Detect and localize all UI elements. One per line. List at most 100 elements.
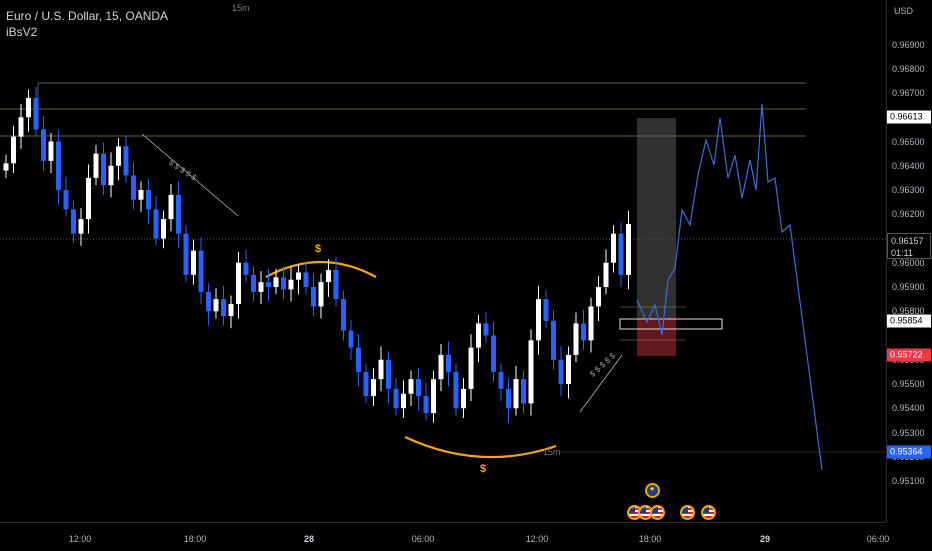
bullish-candle [626, 223, 631, 275]
bearish-candle [341, 299, 346, 331]
stop-zone [637, 318, 676, 356]
bullish-candle [371, 379, 376, 397]
price-tick-label: 0.96900 [892, 39, 925, 50]
bullish-candle [3, 163, 9, 171]
bullish-candle [258, 282, 264, 292]
bullish-candle [513, 379, 519, 409]
bearish-candle [393, 388, 399, 409]
bearish-candle [71, 209, 76, 234]
time-tick-label: 06:00 [411, 534, 435, 544]
bullish-candle [536, 299, 541, 341]
bearish-candle [153, 209, 159, 239]
bullish-candle [228, 303, 234, 317]
bullish-candle [288, 279, 294, 290]
price-tick-label: 0.96700 [892, 88, 925, 98]
last-price-badge: 0.96157 01:11 [887, 233, 931, 259]
bullish-candle [408, 379, 414, 394]
bullish-candle [86, 177, 91, 220]
bearish-candle [41, 129, 46, 161]
bearish-candle [281, 277, 286, 290]
bearish-candle [333, 270, 339, 300]
upper-level-badge: 0.96613 [887, 110, 931, 124]
dollar-marker-bottom: $ [480, 463, 487, 475]
indicator-name[interactable]: iBsV2 [6, 25, 38, 39]
last-price-value: 0.96157 [891, 236, 924, 246]
time-tick-label: 18:00 [183, 534, 207, 544]
bearish-candle [386, 359, 391, 389]
bearish-candle [498, 371, 504, 389]
trendline [579, 354, 623, 413]
price-tick-label: 0.96300 [892, 185, 925, 195]
trendline [141, 133, 239, 217]
bearish-candle [618, 233, 624, 275]
bullish-candle [116, 146, 121, 166]
bearish-candle [131, 175, 136, 200]
bullish-candle [18, 117, 24, 137]
price-tick-label: 0.95900 [892, 282, 925, 292]
bullish-candle [611, 233, 616, 263]
bullish-candle [318, 282, 324, 307]
timeframe-label-top: 15m [232, 3, 250, 13]
price-tick-label: 0.96000 [892, 257, 925, 268]
bearish-candle [506, 388, 511, 409]
price-chart[interactable] [0, 0, 886, 522]
bearish-candle [266, 282, 271, 287]
bullish-candle [603, 262, 609, 287]
dollar-marker-top: $ [315, 243, 322, 255]
bullish-candle [296, 272, 301, 280]
bullish-candle [476, 323, 481, 348]
bullish-candle [588, 306, 594, 341]
bullish-candle [26, 97, 31, 118]
us-flag-icon[interactable] [680, 505, 695, 520]
entry-level-badge: 0.95854 [887, 314, 931, 328]
bearish-candle [453, 371, 459, 409]
bullish-candle [596, 287, 601, 307]
bearish-candle [416, 379, 421, 397]
bearish-candle [243, 262, 249, 275]
bullish-candle [461, 388, 466, 409]
price-tick-label: 0.95300 [892, 427, 925, 438]
bearish-candle [363, 371, 369, 397]
bullish-candle [11, 136, 16, 164]
bearish-candle [423, 396, 429, 414]
bullish-candle [566, 354, 571, 384]
chart-legend: Euro / U.S. Dollar, 15, OANDA iBsV2 [6, 8, 168, 40]
bullish-candle [78, 219, 84, 234]
bearish-candle [483, 323, 489, 336]
stop-level-badge: 0.95722 [887, 348, 931, 362]
bullish-candle [431, 379, 436, 414]
eu-flag-icon[interactable] [645, 483, 660, 498]
us-flag-icon[interactable] [650, 505, 665, 520]
bullish-candle [273, 277, 279, 287]
bullish-candle [438, 354, 444, 380]
bearish-candle [581, 323, 586, 341]
bearish-candle [446, 354, 451, 372]
bearish-candle [303, 272, 309, 287]
bearish-candle [543, 299, 549, 321]
bullish-candle [48, 141, 54, 161]
bullish-candle [573, 323, 579, 355]
bearish-candle [146, 190, 151, 210]
price-tick-label: 0.95100 [892, 476, 925, 486]
bearish-candle [123, 146, 129, 176]
bullish-candle [326, 270, 331, 283]
price-tick-label: 0.95500 [892, 379, 925, 389]
bearish-candle [356, 347, 361, 372]
time-axis[interactable] [0, 522, 886, 551]
bearish-candle [348, 330, 354, 348]
price-tick-label: 0.96500 [892, 136, 925, 147]
bearish-candle [176, 194, 181, 234]
bearish-candle [558, 359, 564, 384]
price-axis[interactable] [886, 0, 932, 522]
rounding-top-arc [265, 261, 377, 278]
rounding-bottom-arc [404, 436, 557, 459]
bullish-candle [93, 153, 99, 178]
bullish-candle [378, 359, 384, 380]
us-flag-icon[interactable] [701, 505, 716, 520]
bearish-candle [206, 291, 211, 312]
symbol-title[interactable]: Euro / U.S. Dollar, 15, OANDA [6, 9, 169, 23]
bearish-candle [101, 153, 106, 186]
entry-box [619, 318, 723, 330]
time-tick-label: 12:00 [68, 534, 92, 544]
time-tick-label: 29 [759, 534, 771, 544]
